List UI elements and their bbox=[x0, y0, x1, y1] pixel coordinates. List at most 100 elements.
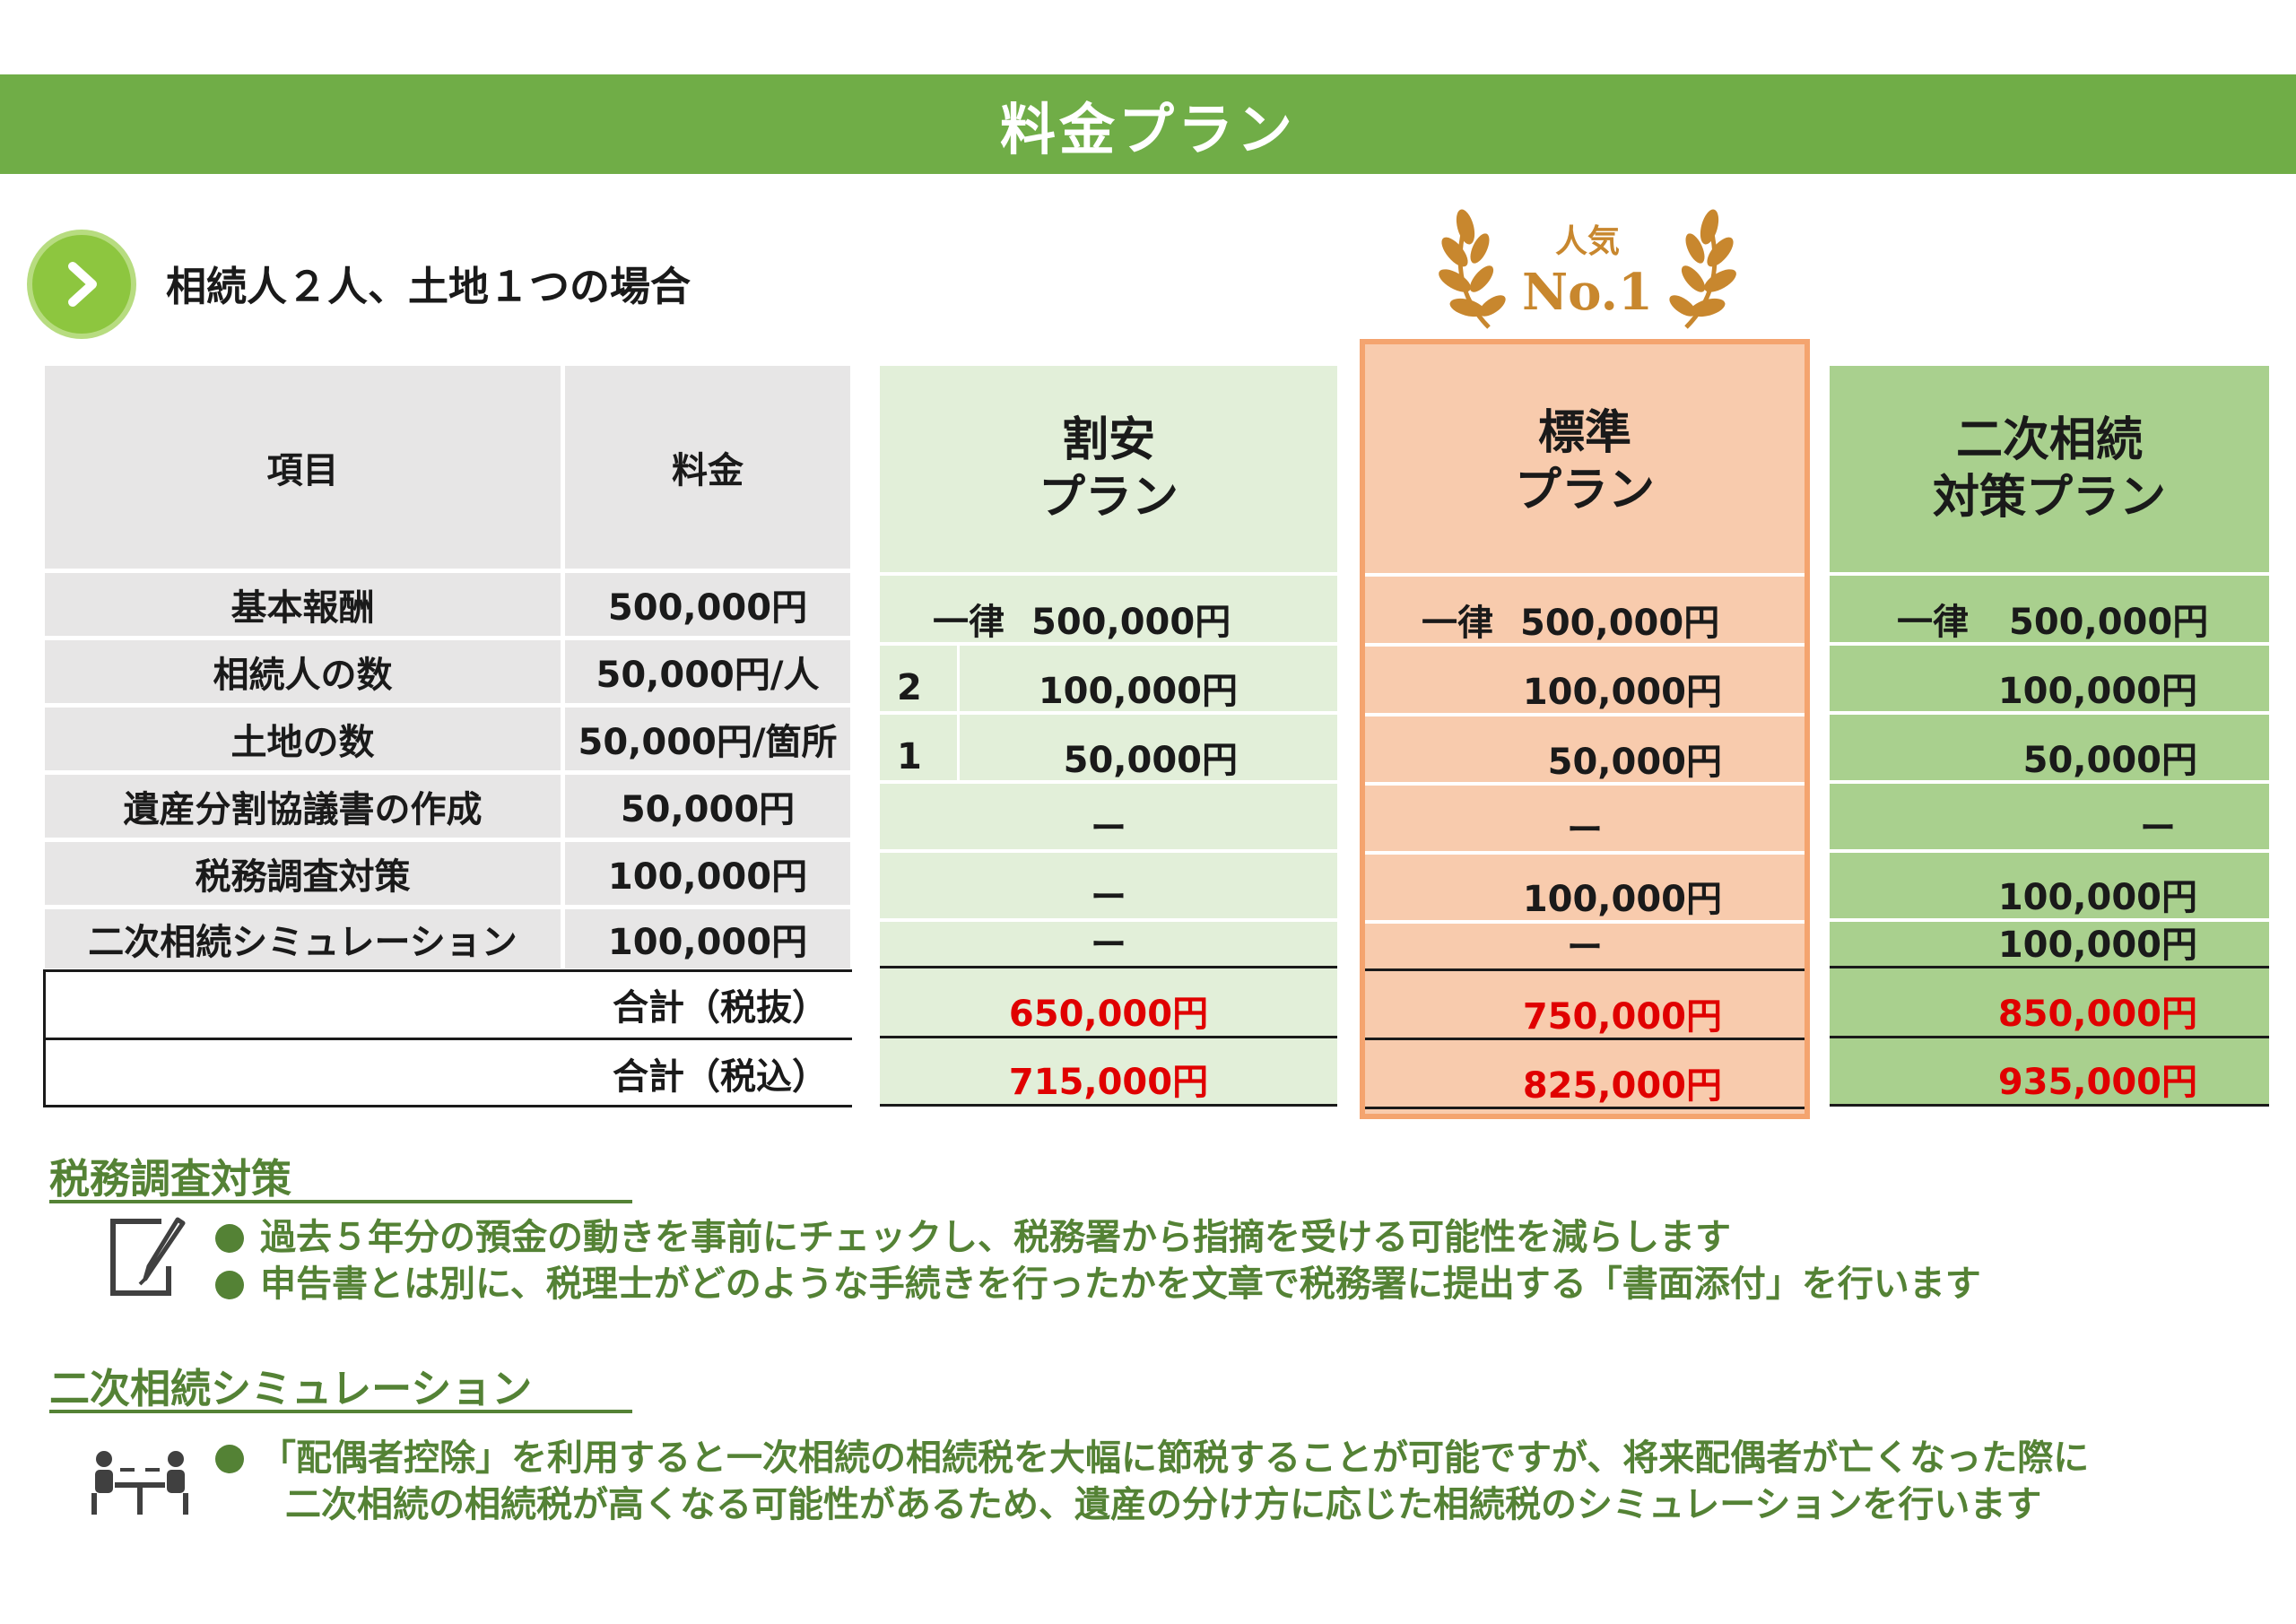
row-item-land: 土地の数 bbox=[45, 708, 561, 770]
row-item-heirs: 相続人の数 bbox=[45, 640, 561, 703]
total-ex-label: 合計（税抜） bbox=[45, 971, 850, 1038]
plan-rule bbox=[1830, 1036, 2269, 1038]
plan-rule bbox=[1830, 966, 2269, 968]
row-item-audit: 税務調査対策 bbox=[45, 842, 561, 905]
total-ex-value: 750,000円 bbox=[1522, 996, 1722, 1038]
land-fee: 50,000円 bbox=[2022, 740, 2197, 781]
row-item-label: 二次相続シミュレーション bbox=[88, 922, 517, 963]
total-in-value: 935,000円 bbox=[1997, 1062, 2197, 1103]
row-fee-label: 500,000円 bbox=[607, 587, 808, 629]
row-fee-base: 500,000円 bbox=[565, 573, 850, 636]
land-fee: 50,000円 bbox=[1547, 742, 1722, 783]
row-fee-division: 50,000円 bbox=[565, 775, 850, 838]
document-pen-icon bbox=[106, 1212, 196, 1302]
division-fee: ー bbox=[1091, 808, 1126, 849]
row-item-label: 基本報酬 bbox=[230, 587, 375, 629]
case-label: 相続人２人、土地１つの場合 bbox=[166, 263, 691, 310]
plan-divider bbox=[1830, 918, 2269, 922]
plan-title-line: 標準 bbox=[1537, 406, 1631, 460]
total-ex-value: 650,000円 bbox=[1008, 994, 1209, 1035]
table-rule bbox=[43, 969, 852, 972]
row-fee-land: 50,000円/箇所 bbox=[565, 708, 850, 770]
row-fee-heirs: 50,000円/人 bbox=[565, 640, 850, 703]
plan-secondary-bg bbox=[1830, 366, 2269, 1107]
meeting-icon bbox=[88, 1448, 192, 1516]
section-audit-title: 税務調査対策 bbox=[49, 1155, 292, 1203]
row-item-label: 相続人の数 bbox=[213, 655, 393, 696]
table-rule bbox=[43, 1105, 852, 1107]
division-fee: ー bbox=[1567, 810, 1603, 851]
plan-divider bbox=[1365, 851, 1805, 855]
total-in-text: 合計（税込） bbox=[613, 1056, 828, 1098]
header-fee-label: 料金 bbox=[672, 450, 744, 491]
simulation-fee: ー bbox=[1091, 925, 1126, 966]
plan-secondary-title: 二次相続 対策プラン bbox=[1830, 366, 2269, 572]
badge-top-text: 人気 bbox=[1554, 222, 1620, 260]
plan-budget-bg bbox=[880, 366, 1337, 1107]
plan-divider bbox=[880, 642, 1337, 646]
division-fee: ー bbox=[2140, 808, 2176, 849]
plan-divider bbox=[880, 780, 1337, 784]
plan-divider bbox=[1365, 713, 1805, 716]
plan-budget-title: 割安 プラン bbox=[880, 366, 1337, 572]
simulation-fee: ー bbox=[1567, 927, 1603, 968]
row-fee-audit: 100,000円 bbox=[565, 842, 850, 905]
row-item-label: 遺産分割協議書の作成 bbox=[123, 789, 483, 830]
total-ex-text: 合計（税抜） bbox=[613, 987, 828, 1029]
base-fee: 500,000円 bbox=[2009, 602, 2209, 643]
row-fee-label: 100,000円 bbox=[607, 922, 808, 963]
plan-standard-bg bbox=[1360, 339, 1810, 1119]
plan-title-line: 二次相続 bbox=[1955, 413, 2143, 467]
plan-rule bbox=[880, 1036, 1337, 1038]
badge-bottom-text: No.1 bbox=[1521, 263, 1653, 322]
row-fee-label: 50,000円 bbox=[620, 789, 796, 830]
land-count: 1 bbox=[897, 736, 922, 777]
bullet-text: 「配偶者控除」を利用すると一次相続の相続税を大幅に節税することが可能ですが、将来… bbox=[260, 1437, 2090, 1479]
plan-divider bbox=[1830, 711, 2269, 715]
plan-divider bbox=[1365, 920, 1805, 924]
plan-title-line: プラン bbox=[1514, 464, 1655, 517]
bullet-item: 申告書とは別に、税理士がどのような手続きを行ったかを文章で税務署に提出する「書面… bbox=[215, 1261, 1981, 1307]
plan-divider bbox=[1365, 643, 1805, 647]
heirs-fee: 100,000円 bbox=[1997, 671, 2197, 712]
row-fee-label: 100,000円 bbox=[607, 856, 808, 898]
plan-divider bbox=[1830, 849, 2269, 853]
audit-fee: 100,000円 bbox=[1997, 877, 2197, 918]
plan-divider bbox=[880, 711, 1337, 715]
simulation-fee: 100,000円 bbox=[1997, 925, 2197, 966]
total-in-value: 825,000円 bbox=[1522, 1065, 1722, 1107]
heirs-count: 2 bbox=[897, 667, 922, 708]
total-in-label: 合計（税込） bbox=[45, 1040, 850, 1107]
header-item: 項目 bbox=[45, 366, 561, 569]
bullet-item: 「配偶者控除」を利用すると一次相続の相続税を大幅に節税することが可能ですが、将来… bbox=[215, 1435, 2089, 1481]
land-fee: 50,000円 bbox=[1063, 740, 1238, 781]
table-rule bbox=[43, 969, 46, 1107]
plan-title-line: 割安 bbox=[1061, 413, 1155, 467]
plan-rule bbox=[880, 966, 1337, 968]
plan-rule bbox=[880, 1104, 1337, 1107]
section-simulation-title: 二次相続シミュレーション bbox=[49, 1365, 533, 1412]
laurel-wreath-icon bbox=[1439, 209, 1736, 329]
plan-divider bbox=[1830, 780, 2269, 784]
bullet-continuation: 二次相続の相続税が高くなる可能性があるため、遺産の分け方に応じた相続税のシミュレ… bbox=[285, 1484, 2042, 1525]
plan-rule bbox=[1365, 968, 1805, 971]
chevron-right-icon bbox=[32, 235, 131, 334]
plan-divider bbox=[1830, 572, 2269, 576]
total-ex-value: 850,000円 bbox=[1997, 994, 2197, 1035]
plan-divider bbox=[957, 642, 960, 780]
uniform-label: 一律 bbox=[1422, 603, 1493, 644]
row-item-base: 基本報酬 bbox=[45, 573, 561, 636]
base-fee: 500,000円 bbox=[1520, 603, 1720, 644]
section-simulation-rule bbox=[49, 1410, 632, 1413]
plan-divider bbox=[880, 849, 1337, 853]
plan-divider bbox=[880, 918, 1337, 922]
heirs-fee: 100,000円 bbox=[1522, 672, 1722, 713]
popular-badge: 人気 No.1 bbox=[1435, 202, 1740, 336]
total-in-value: 715,000円 bbox=[1008, 1062, 1209, 1103]
table-rule bbox=[43, 1038, 852, 1040]
base-fee: 500,000円 bbox=[1031, 602, 1231, 643]
row-item-label: 税務調査対策 bbox=[195, 856, 411, 898]
row-fee-label: 50,000円/人 bbox=[596, 655, 820, 696]
header-fee: 料金 bbox=[565, 366, 850, 569]
plan-rule bbox=[1365, 1038, 1805, 1040]
